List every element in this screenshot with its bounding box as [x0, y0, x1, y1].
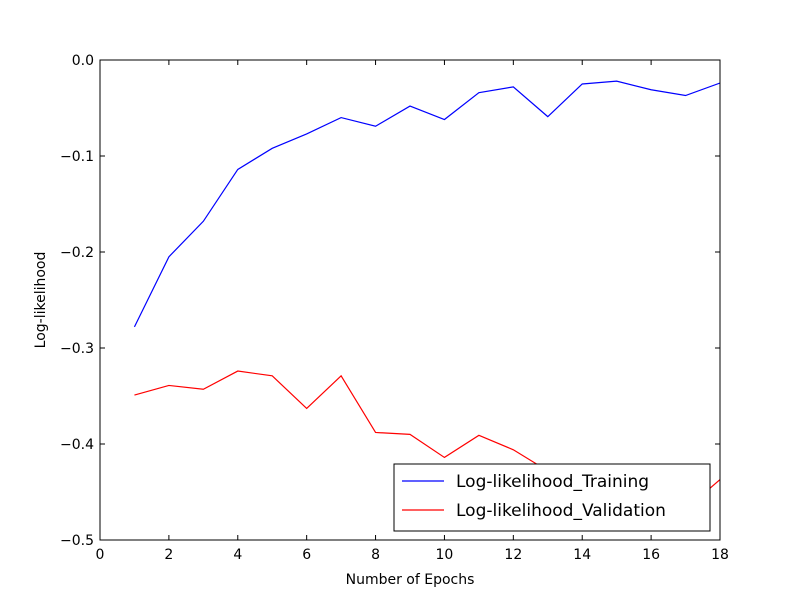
x-tick-label: 2: [164, 547, 173, 563]
series-layer: [133, 80, 720, 510]
x-tick-label: 16: [642, 547, 660, 563]
x-tick-label: 0: [96, 547, 105, 563]
y-tick-label: −0.3: [60, 341, 94, 357]
y-tick-label: 0.0: [72, 53, 94, 69]
x-tick-label: 4: [233, 547, 242, 563]
x-tick-label: 18: [711, 547, 729, 563]
x-tick-label: 14: [573, 547, 591, 563]
legend: Log-likelihood_Training Log-likelihood_V…: [393, 463, 711, 532]
y-tick-label: −0.5: [60, 533, 94, 549]
axis-ticks: 0 2 4 6 8 10 12 14 16 18 −0.5 −0.4 −0.3 −0.2 −0.1 0.0: [60, 53, 729, 563]
legend-label-training: Log-likelihood_Training: [456, 472, 649, 492]
y-tick-label: −0.2: [60, 245, 94, 261]
x-tick-label: 12: [504, 547, 522, 563]
y-tick-label: −0.1: [60, 149, 94, 165]
series-line-training: [133, 80, 720, 328]
plot-area-frame: [99, 59, 721, 541]
x-tick-label: 6: [302, 547, 311, 563]
x-tick-label: 10: [436, 547, 454, 563]
y-tick-label: −0.4: [60, 437, 94, 453]
legend-label-validation: Log-likelihood_Validation: [456, 501, 666, 521]
x-axis-label: Number of Epochs: [346, 572, 475, 588]
y-axis-label: Log-likelihood: [33, 252, 49, 349]
legend-box: [393, 463, 711, 532]
x-tick-label: 8: [371, 547, 380, 563]
